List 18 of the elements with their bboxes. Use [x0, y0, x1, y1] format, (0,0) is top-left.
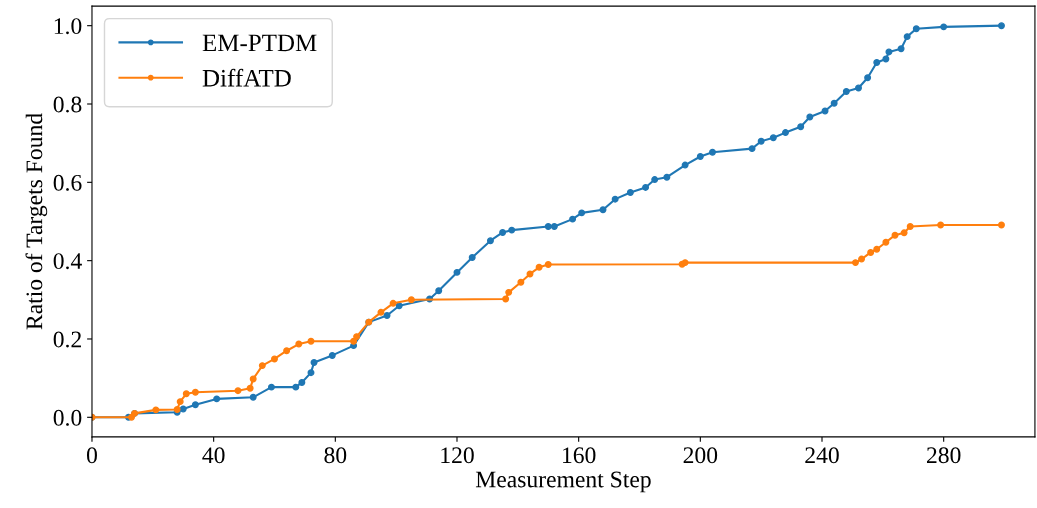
legend-label: EM-PTDM	[202, 34, 317, 52]
x-tick-label: 80	[324, 447, 347, 464]
x-tick-label: 200	[683, 447, 718, 464]
y-tick-label: 0.6	[53, 174, 82, 191]
y-tick-label: 0.0	[53, 409, 82, 426]
legend-label: DiffATD	[202, 68, 291, 87]
x-tick-label: 120	[441, 447, 474, 464]
x-tick-label: 280	[927, 447, 961, 464]
y-tick-label: 0.8	[53, 96, 82, 113]
y-tick-label: 0.4	[53, 253, 82, 270]
x-axis-title: Measurement Step	[475, 471, 651, 493]
x-tick-label: 40	[202, 447, 225, 464]
y-tick-label: 0.2	[53, 331, 81, 348]
x-tick-label: 160	[563, 447, 596, 464]
x-tick-label: 240	[805, 447, 839, 464]
x-tick-label: 0	[86, 447, 97, 464]
y-axis-title: Ratio of Targets Found	[25, 113, 48, 330]
y-tick-label: 1.0	[54, 18, 82, 35]
